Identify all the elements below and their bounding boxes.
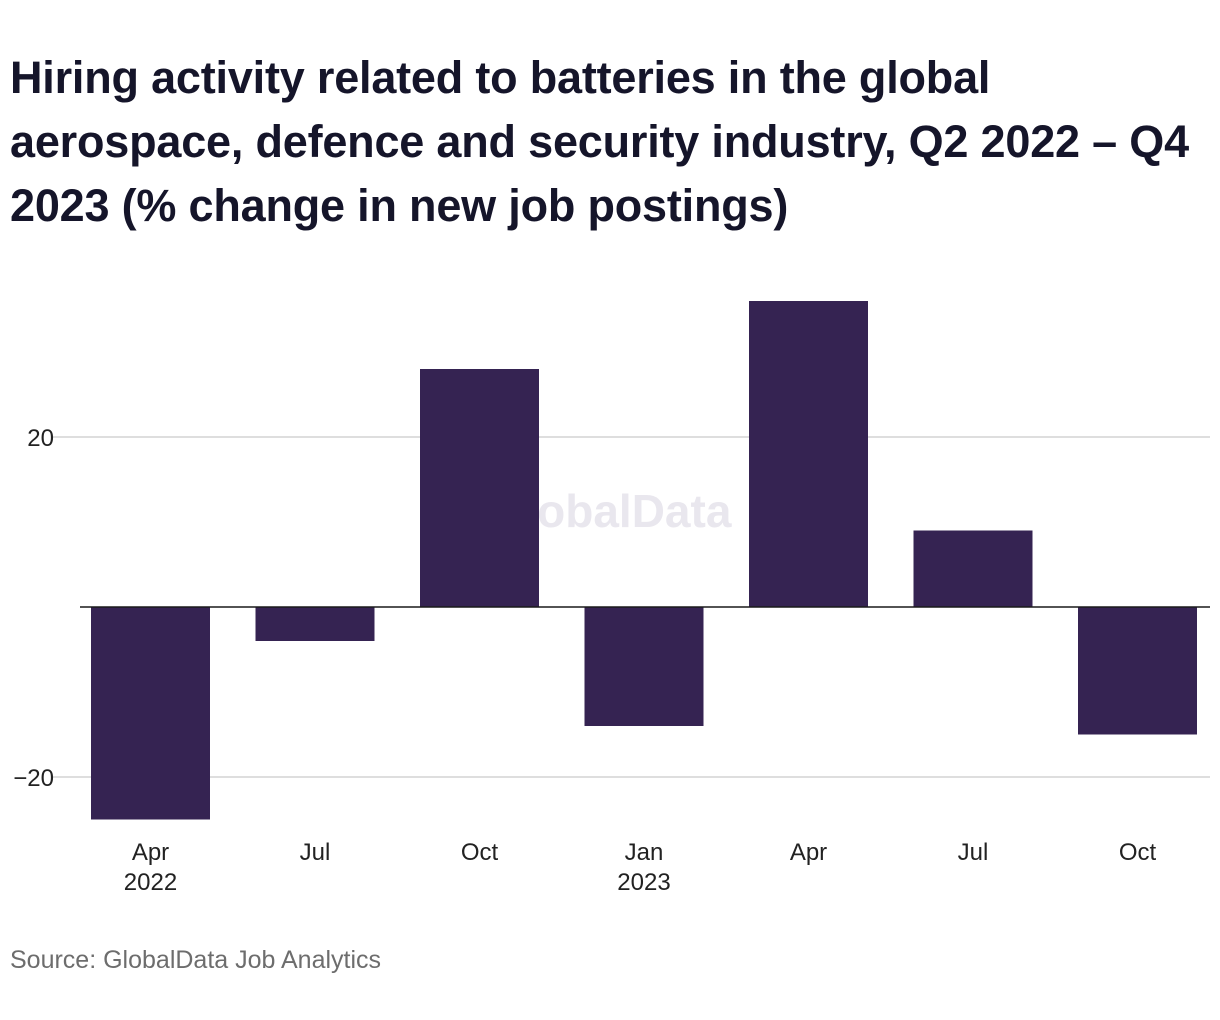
bar (420, 369, 539, 607)
bars-layer (91, 301, 1197, 820)
source-note: Source: GlobalData Job Analytics (10, 946, 382, 974)
y-axis-ticks: 20 −20 (13, 425, 54, 792)
x-tick-label: Jan (625, 839, 664, 866)
bar (91, 607, 210, 820)
bar (1078, 607, 1197, 735)
x-axis-labels: Apr 2022 Jul Oct Jan 2023 Apr Jul Oct (124, 839, 1157, 896)
x-tick-label: Oct (1119, 839, 1157, 866)
bar (255, 607, 375, 641)
x-tick-label: Jul (958, 839, 989, 866)
x-tick-label: Jul (300, 839, 331, 866)
x-tick-label: Apr (790, 839, 827, 866)
bar (584, 607, 704, 726)
y-tick-label: 20 (27, 425, 54, 452)
x-tick-label: Apr (132, 839, 169, 866)
x-tick-sublabel: 2023 (617, 869, 670, 896)
bar (913, 530, 1033, 607)
grid-layer (52, 436, 1210, 778)
bar (749, 301, 868, 607)
x-tick-sublabel: 2022 (124, 869, 177, 896)
x-tick-label: Oct (461, 839, 499, 866)
y-tick-label: −20 (13, 765, 54, 792)
chart-title: Hiring activity related to batteries in … (10, 52, 1189, 231)
